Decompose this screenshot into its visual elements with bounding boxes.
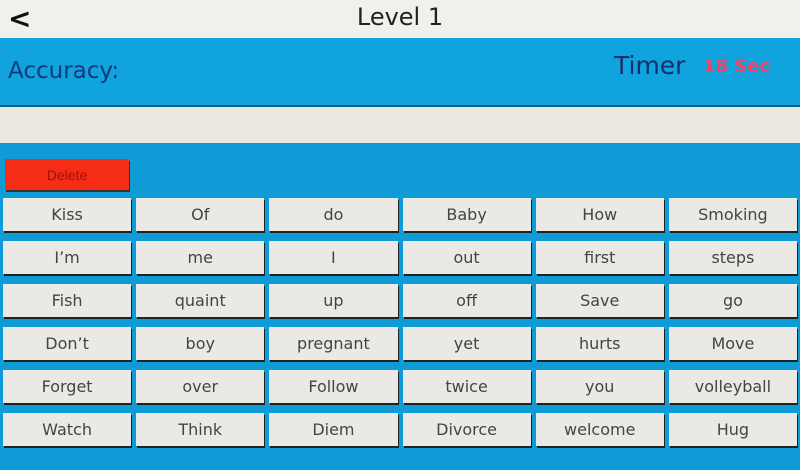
word-button[interactable]: twice (402, 370, 531, 403)
word-button[interactable]: boy (136, 327, 265, 360)
word-button[interactable]: hurts (535, 327, 664, 360)
timer-value: 18 Sec (703, 56, 771, 77)
word-button[interactable]: Think (136, 413, 265, 446)
word-button[interactable]: you (535, 370, 664, 403)
word-button[interactable]: Forget (3, 370, 132, 403)
word-button[interactable]: Divorce (402, 413, 531, 446)
word-button[interactable]: volleyball (668, 370, 797, 403)
word-button[interactable]: welcome (535, 413, 664, 446)
sentence-input[interactable] (0, 107, 800, 143)
word-button[interactable]: I’m (3, 241, 132, 274)
back-button[interactable]: < (8, 2, 32, 35)
word-button[interactable]: go (668, 284, 797, 317)
word-button[interactable]: me (136, 241, 265, 274)
word-button[interactable]: steps (668, 241, 797, 274)
timer-label: Timer (614, 51, 686, 80)
status-band: Accuracy: Timer 18 Sec (0, 38, 800, 107)
word-button[interactable]: Diem (269, 413, 398, 446)
word-button[interactable]: Follow (269, 370, 398, 403)
top-bar: < Level 1 (0, 0, 800, 38)
word-button[interactable]: Save (535, 284, 664, 317)
word-button[interactable]: I (269, 241, 398, 274)
word-button[interactable]: pregnant (269, 327, 398, 360)
page-title: Level 1 (356, 3, 444, 31)
word-button[interactable]: do (269, 198, 398, 231)
word-button[interactable]: up (269, 284, 398, 317)
word-button[interactable]: yet (402, 327, 531, 360)
accuracy-label: Accuracy: (8, 58, 120, 84)
word-button[interactable]: Kiss (3, 198, 132, 231)
word-button[interactable]: Hug (668, 413, 797, 446)
word-button[interactable]: quaint (136, 284, 265, 317)
delete-button[interactable]: Delete (5, 159, 129, 190)
word-button[interactable]: out (402, 241, 531, 274)
word-button[interactable]: Baby (402, 198, 531, 231)
word-button[interactable]: first (535, 241, 664, 274)
word-button[interactable]: over (136, 370, 265, 403)
word-button[interactable]: How (535, 198, 664, 231)
word-button[interactable]: Fish (3, 284, 132, 317)
word-button[interactable]: off (402, 284, 531, 317)
word-button[interactable]: Don’t (3, 327, 132, 360)
word-button[interactable]: Move (668, 327, 797, 360)
word-button[interactable]: Watch (3, 413, 132, 446)
word-button[interactable]: Smoking (668, 198, 797, 231)
word-button[interactable]: Of (136, 198, 265, 231)
